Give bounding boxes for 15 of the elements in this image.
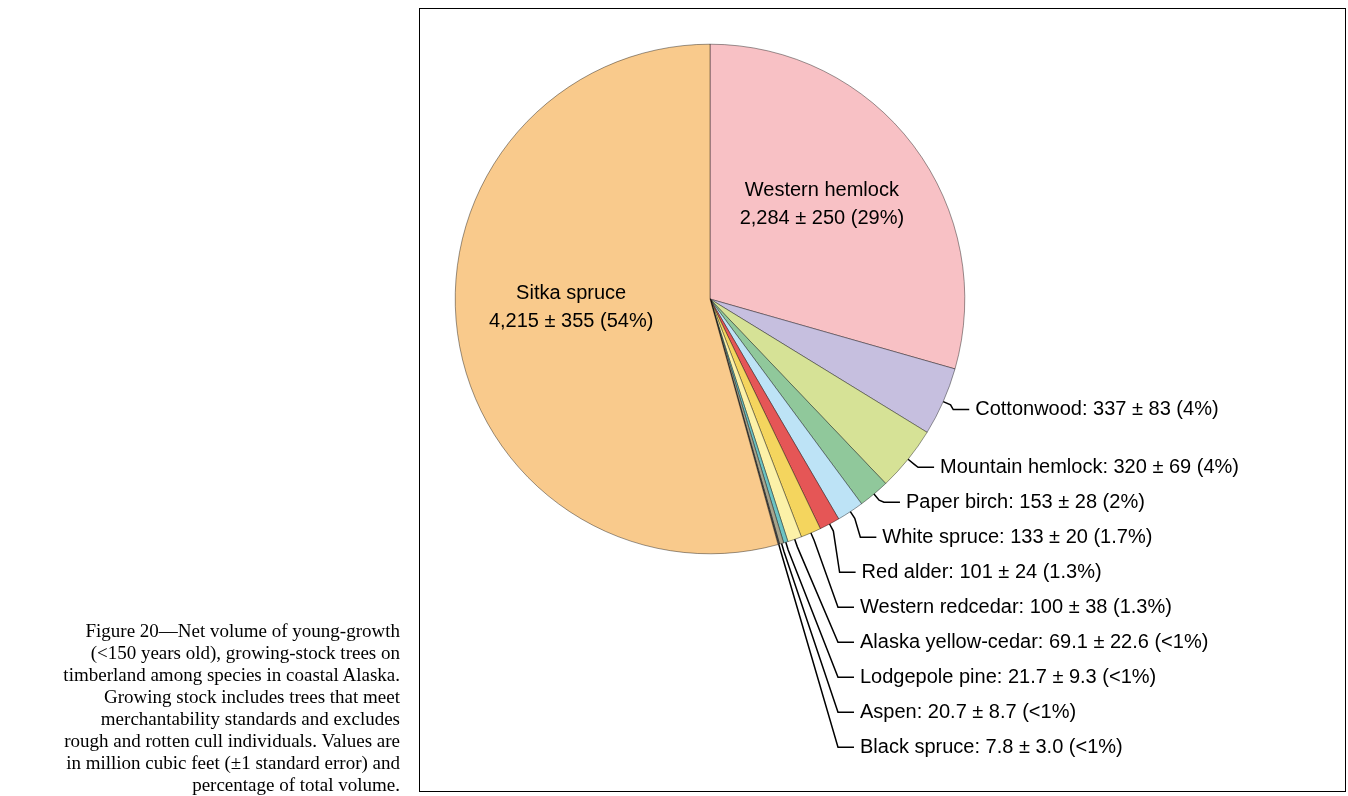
slice-label: Western hemlock [744,178,900,201]
slice-label: Western redcedar: 100 ± 38 (1.3%) [860,594,1172,617]
slice-label: Black spruce: 7.8 ± 3.0 (<1%) [860,734,1123,757]
slice-label: Alaska yellow-cedar: 69.1 ± 22.6 (<1%) [860,629,1209,652]
data-label: 4,215 ± 355 (54%) [488,309,654,332]
slice-label: Lodgepole pine: 21.7 ± 9.3 (<1%) [860,664,1157,687]
slice-label: Cottonwood: 337 ± 83 (4%) [975,397,1219,420]
slice-label: White spruce: 133 ± 20 (1.7%) [882,524,1153,547]
slice-label: Aspen: 20.7 ± 8.7 (<1%) [860,699,1077,722]
caption: Figure 20—Net volume of young-growth (<150 years old), growing-stock trees on timberland among species in coastal Alaska. Growing stock includes trees that meet merchantability standards and excludes rough and rotten cull individuals. Values are in million cubic feet (±1 standard error) and percentage of total volume. [62,620,400,796]
slice-label: Red alder: 101 ± 24 (1.3%) [861,559,1102,582]
slice-label: Mountain hemlock: 320 ± 69 (4%) [940,454,1239,477]
data-label: 2,284 ± 250 (29%) [739,206,905,229]
slice-label: Sitka spruce [516,281,627,304]
slice-label: Paper birch: 153 ± 28 (2%) [905,489,1145,512]
